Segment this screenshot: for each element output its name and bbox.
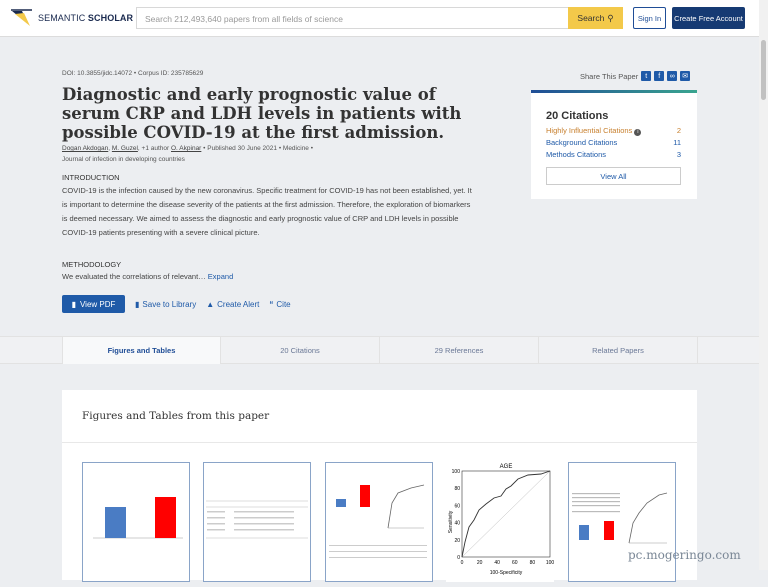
pdf-icon: ▮: [71, 299, 76, 309]
tab-references[interactable]: 29 References: [380, 337, 539, 364]
citation-count: 11: [673, 138, 681, 147]
save-to-library-button[interactable]: ▮ Save to Library: [135, 300, 196, 309]
info-icon[interactable]: i: [634, 129, 642, 136]
logo-text: SEMANTIC: [38, 13, 86, 23]
roc-x-tick: 40: [494, 560, 500, 566]
methodology-text: We evaluated the correlations of relevan…: [62, 272, 233, 281]
roc-ylabel: Sensitivity: [448, 510, 454, 533]
doi[interactable]: DOI: 10.3855/jidc.14072: [62, 70, 133, 77]
top-header: SEMANTIC SCHOLAR Search 212,493,640 pape…: [0, 0, 759, 37]
semantic-scholar-logo[interactable]: SEMANTIC SCHOLAR: [10, 8, 133, 28]
tab-related[interactable]: Related Papers: [539, 337, 698, 364]
scrollbar-thumb[interactable]: [761, 40, 766, 100]
authors-line: Dogan Akdogan, M. Guzel, +1 author O. Ak…: [62, 145, 314, 152]
roc-x-tick: 80: [530, 560, 536, 566]
quote-icon: “: [269, 299, 274, 309]
intro-text: COVID-19 is the infection caused by the …: [62, 186, 472, 237]
author-link[interactable]: O. Akpinar: [171, 145, 202, 152]
roc-x-tick: 60: [512, 560, 518, 566]
bar-roc-figure-image-2: [572, 492, 668, 544]
roc-x-tick: 0: [461, 560, 464, 566]
bar-figure-image: [93, 497, 183, 539]
create-alert-button[interactable]: ▲ Create Alert: [206, 300, 259, 309]
published-date: Published 30 June 2021: [207, 145, 278, 152]
roc-figure-image: AGE Sensitivity 100-Specificity 00 20 20 40…: [448, 464, 554, 576]
more-authors[interactable]: +1 author: [141, 145, 170, 152]
citation-row-background[interactable]: Background Citations 11: [546, 138, 681, 147]
citation-label: Background Citations: [546, 138, 618, 147]
tab-figures[interactable]: Figures and Tables: [62, 337, 221, 364]
paper-meta: DOI: 10.3855/jidc.14072 • Corpus ID: 235…: [62, 70, 204, 77]
watermark: pc.mogeringo.com: [628, 548, 741, 562]
roc-x-tick: 20: [477, 560, 483, 566]
citations-box: 20 Citations Highly Influential Citation…: [531, 90, 697, 199]
corpus-id: Corpus ID: 235785629: [138, 70, 204, 77]
roc-y-tick: 80: [454, 486, 460, 492]
search-input[interactable]: Search 212,493,640 papers from all field…: [136, 7, 568, 29]
author-link[interactable]: M. Guzel: [111, 145, 138, 152]
tab-citations[interactable]: 20 Citations: [221, 337, 380, 364]
methodology-snippet: We evaluated the correlations of relevan…: [62, 272, 206, 281]
roc-y-tick: 40: [454, 521, 460, 527]
paper-tabs: Figures and Tables 20 Citations 29 Refer…: [0, 336, 759, 364]
figure-thumbnail-4[interactable]: AGE Sensitivity 100-Specificity 0 0 20 20 40…: [446, 462, 554, 582]
figures-card: Figures and Tables from this paper AGE S…: [62, 390, 697, 582]
field: Medicine: [282, 145, 309, 152]
search-icon: ⚲: [607, 12, 614, 23]
view-all-button[interactable]: View All: [546, 167, 681, 185]
figure-thumbnail-2[interactable]: [203, 462, 311, 582]
paper-actions: ▮ View PDF ▮ Save to Library ▲ Create Alert…: [62, 295, 291, 313]
cite-label: Cite: [276, 299, 291, 309]
email-icon[interactable]: ✉: [680, 71, 691, 81]
methodology-heading: METHODOLOGY: [62, 260, 122, 269]
citation-count: 3: [676, 150, 681, 159]
divider: [62, 442, 697, 443]
logo-text-bold: SCHOLAR: [87, 13, 134, 23]
figure-thumbnail-5[interactable]: [568, 462, 676, 582]
bell-icon: ▲: [206, 299, 215, 309]
citations-title: 20 Citations: [546, 110, 609, 122]
figures-title: Figures and Tables from this paper: [82, 410, 270, 422]
scrollbar[interactable]: [759, 0, 768, 570]
roc-xlabel: 100-Specificity: [490, 570, 523, 576]
search-button[interactable]: Search ⚲: [568, 7, 623, 29]
intro-heading: INTRODUCTION: [62, 173, 120, 182]
view-pdf-label: View PDF: [79, 299, 116, 309]
figure-thumbnail-1[interactable]: [82, 462, 190, 582]
figure-thumbnail-3[interactable]: [325, 462, 433, 582]
view-pdf-button[interactable]: ▮ View PDF: [62, 295, 125, 313]
cite-button[interactable]: “Cite: [269, 300, 290, 309]
bookmark-icon: ▮: [135, 299, 140, 309]
share-paper: Share This Paper t f ∞ ✉: [580, 71, 691, 81]
save-label: Save to Library: [142, 299, 197, 309]
roc-y-tick: 0: [457, 555, 460, 561]
logo-icon: [11, 9, 32, 26]
expand-link[interactable]: Expand: [207, 272, 234, 281]
citation-row-methods[interactable]: Methods Citations 3: [546, 150, 681, 159]
roc-y-tick: 100: [452, 469, 461, 475]
create-account-button[interactable]: Create Free Account: [672, 7, 745, 29]
citation-row-influential[interactable]: Highly Influential Citations i 2: [546, 126, 681, 136]
roc-y-tick: 20: [454, 538, 460, 544]
link-icon[interactable]: ∞: [667, 71, 678, 81]
bar-roc-figure-image: [329, 484, 427, 558]
roc-y-tick: 60: [454, 503, 460, 509]
table-figure-image: [206, 500, 308, 539]
alert-label: Create Alert: [217, 299, 260, 309]
sign-in-button[interactable]: Sign In: [633, 7, 666, 29]
roc-title: AGE: [500, 464, 513, 470]
share-label: Share This Paper: [580, 71, 639, 81]
roc-x-tick: 100: [546, 560, 554, 566]
citation-count: 2: [676, 126, 681, 135]
facebook-icon[interactable]: f: [654, 71, 665, 81]
search-button-label: Search: [577, 13, 605, 23]
author-link[interactable]: Dogan Akdogan: [62, 145, 109, 152]
twitter-icon[interactable]: t: [641, 71, 652, 81]
citation-label: Highly Influential Citations: [546, 126, 633, 135]
citation-label: Methods Citations: [546, 150, 607, 159]
journal: Journal of infection in developing count…: [62, 156, 185, 163]
page-title: Diagnostic and early prognostic value of…: [62, 85, 462, 142]
